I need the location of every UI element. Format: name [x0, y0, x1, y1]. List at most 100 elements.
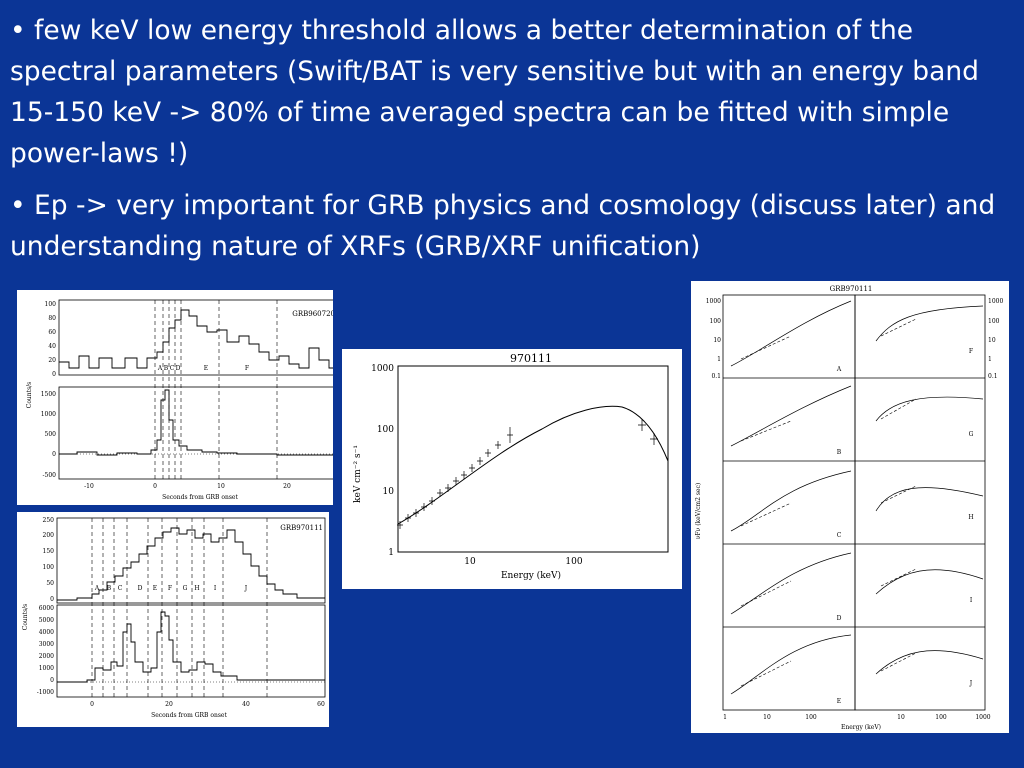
spec-ytick: 100: [377, 425, 394, 435]
grid-xtick: 10: [897, 714, 905, 721]
spec-title: 970111: [510, 352, 552, 365]
grid-xtick: 10: [763, 714, 771, 721]
lc1-tick: 1500: [41, 391, 56, 398]
lc1-tick: 20: [48, 357, 56, 364]
grid-xtick: 100: [935, 714, 947, 721]
lc2-tick: -1000: [37, 689, 54, 696]
spec-axes: [397, 365, 669, 553]
lc1-name: GRB960720: [292, 310, 333, 318]
lc1-top-curve: [59, 309, 341, 369]
lc2-tick: 4000: [39, 629, 54, 636]
grid-title: GRB970111: [830, 285, 873, 293]
grid-panel-label: C: [837, 532, 842, 539]
grid-ytick-right: 10: [988, 337, 996, 344]
spec-ylabel: keV cm⁻² s⁻¹: [353, 445, 363, 503]
spec-ytick: 1000: [371, 364, 394, 374]
spec-model-curve: [397, 405, 669, 525]
lc2-bottom-curve: [57, 611, 325, 683]
lc2-tick: 100: [43, 564, 55, 571]
lc1-xtick: 10: [217, 483, 225, 490]
spec-ytick: 1: [388, 548, 394, 558]
lc2-tick: 6000: [39, 605, 54, 612]
lc2-tick: 3000: [39, 641, 54, 648]
lc2-name: GRB970111: [280, 524, 323, 532]
lc2-segment: E: [153, 585, 157, 592]
lc2-tick: 5000: [39, 617, 54, 624]
lc2-segment: C: [118, 585, 123, 592]
grid-panel-label: F: [969, 348, 973, 355]
lc1-tick: -500: [43, 472, 57, 479]
lc1-tick: 80: [48, 315, 56, 322]
lc2-ylabel: Counts/s: [22, 604, 29, 631]
grid-panel-label: J: [969, 680, 973, 687]
grid-right-column: [854, 294, 986, 711]
grid-ytick: 10: [713, 337, 721, 344]
lc1-ylabel: Counts/s: [26, 382, 33, 409]
lc2-tick: 200: [43, 532, 55, 539]
lc2-segment: G: [183, 585, 188, 592]
lc1-tick: 0: [52, 371, 56, 378]
lc2-bottom-panel: [56, 604, 326, 698]
grid-ytick-right: 1: [988, 356, 992, 363]
lc2-top-curve: [57, 527, 325, 601]
bullet-list: • few keV low energy threshold allows a …: [10, 10, 1010, 278]
grid-ytick: 0.1: [711, 373, 721, 380]
grid-ytick-right: 100: [988, 318, 1000, 325]
lc2-top-panel: [56, 517, 326, 604]
grid-ylabel: νFν (keV/cm2 sec): [695, 483, 702, 539]
lc1-segment: C: [170, 365, 175, 372]
grid-panel-label: G: [969, 431, 974, 438]
grid-panel-label: H: [968, 514, 973, 521]
lc2-tick: 150: [43, 548, 55, 555]
lightcurve-figure-grb970111: Counts/s 250 200 150 100 50 0 6000 5000 …: [17, 512, 329, 727]
spec-ytick: 10: [383, 487, 395, 497]
grid-ytick-right: 0.1: [988, 373, 998, 380]
lc1-tick: 0: [52, 451, 56, 458]
lc2-xtick: 40: [242, 701, 250, 708]
lc1-tick: 60: [48, 329, 56, 336]
lc1-xlabel: Seconds from GRB onset: [162, 494, 238, 501]
spec-data-points: [397, 419, 658, 529]
lc2-xtick: 0: [90, 701, 94, 708]
lc1-bottom-panel: [58, 386, 342, 480]
grid-left-column: [722, 294, 856, 711]
lc1-segment: F: [245, 365, 249, 372]
lc1-tick: 40: [48, 343, 56, 350]
spec-xtick: 100: [565, 557, 582, 567]
grid-panel-label: D: [837, 615, 842, 622]
lc2-tick: 2000: [39, 653, 54, 660]
lc1-tick: 500: [45, 431, 57, 438]
lc1-tick: 100: [45, 301, 57, 308]
lc1-segment: D: [176, 365, 181, 372]
bullet-1: • few keV low energy threshold allows a …: [10, 15, 979, 169]
grid-xtick: 1000: [975, 714, 990, 721]
bullet-2: • Ep -> very important for GRB physics a…: [10, 190, 996, 262]
lc2-xlabel: Seconds from GRB onset: [151, 712, 227, 719]
lc1-bottom-curve: [59, 389, 341, 456]
lc1-xtick: 20: [283, 483, 291, 490]
grid-xtick: 100: [805, 714, 817, 721]
lc2-tick: 250: [43, 517, 55, 524]
lc2-segment: F: [168, 585, 172, 592]
grid-panel-label: B: [837, 449, 842, 456]
lc2-tick: 0: [50, 596, 54, 603]
spectral-panels-figure-grb970111: GRB970111 νFν (keV/cm2 sec) 1000 100 10 …: [691, 281, 1009, 733]
grid-model-curves: [730, 300, 984, 695]
lc2-segment: A: [94, 585, 100, 592]
lc1-xtick: 0: [153, 483, 157, 490]
lc2-tick: 0: [50, 677, 54, 684]
lc1-xtick: -10: [84, 483, 94, 490]
spec-xlabel: Energy (keV): [501, 570, 561, 581]
grid-ytick: 100: [710, 318, 722, 325]
grid-xlabel: Energy (keV): [841, 724, 881, 731]
lc2-segment: J: [244, 585, 248, 592]
grid-panel-label: E: [837, 698, 841, 705]
lc1-segment: A: [157, 365, 163, 372]
lc1-segment: E: [204, 365, 208, 372]
grid-xtick: 1: [723, 714, 727, 721]
grid-panel-label: A: [836, 366, 842, 373]
lightcurve-figure-grb960720: Counts/s 100 80 60 40 20 0 1500 1000 500…: [17, 290, 342, 505]
lc1-segment: B: [164, 365, 169, 372]
spectrum-figure-970111: 970111 keV cm⁻² s⁻¹ 1000 100 10 1 10 100…: [342, 349, 682, 589]
grid-ytick: 1000: [706, 298, 721, 305]
